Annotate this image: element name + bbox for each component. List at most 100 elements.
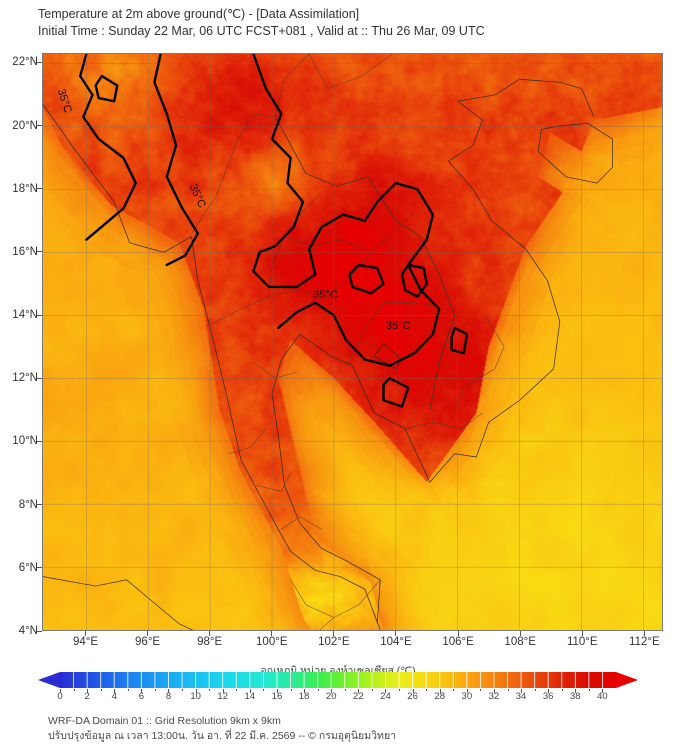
chart-title: Temperature at 2m above ground(℃) - [Dat… [38,7,360,21]
colorbar-under-arrow [38,672,60,688]
graticule-grid [43,54,662,630]
colorbar-minor-tick [480,689,482,691]
colorbar-minor-tick [73,689,75,691]
colorbar-minor-tick [507,689,509,691]
y-axis-tick-label: 8°N [18,498,38,511]
colorbar-minor-tick [399,689,401,691]
colorbar-minor-tick [276,689,278,693]
colorbar-minor-tick [209,689,211,691]
x-axis-tick-label: 98°E [197,636,223,648]
colorbar-tick-label: 2 [84,691,90,702]
colorbar-tick-label: 0 [57,691,63,702]
x-axis-tickmark [333,631,335,636]
colorbar-tick-label: 10 [190,691,201,702]
colorbar-minor-tick [195,689,197,693]
colorbar-minor-tick [548,689,550,693]
x-axis-tick-label: 104°E [380,636,412,648]
colorbar-tick-label: 36 [542,691,554,702]
y-axis-tickmark [37,567,42,569]
colorbar-minor-tick [100,689,102,691]
colorbar-minor-tick [575,689,577,693]
y-axis-tickmark [37,188,42,190]
colorbar-tick-label: 16 [271,691,283,702]
colorbar-minor-tick [521,689,523,693]
colorbar-tick-label: 28 [434,691,445,702]
y-axis-tick-label: 22°N [12,56,38,69]
y-axis-tick-label: 6°N [18,561,38,574]
colorbar-minor-tick [222,689,224,693]
x-axis-tick-label: 110°E [566,636,598,648]
colorbar-minor-tick [290,689,292,691]
colorbar-minor-tick [168,689,170,693]
colorbar-minor-tick [114,689,116,693]
x-axis-tick-label: 102°E [318,636,350,648]
colorbar[interactable] [38,671,638,689]
colorbar-minor-tick [127,689,129,691]
x-axis-tickmark [519,631,521,636]
colorbar-tick-label: 8 [165,691,172,702]
colorbar-gradient [38,672,638,688]
footer-line-credit: ปรับปรุงข้อมูล ณ เวลา 13:00น. วัน อา. ที… [48,730,396,742]
temperature-heatmap-field [43,54,662,630]
y-axis-tickmark [37,504,42,506]
map-plot-area[interactable] [42,53,663,631]
colorbar-minor-tick [371,689,373,691]
y-axis-tick-label: 16°N [12,245,38,258]
colorbar-minor-tick [182,689,184,691]
y-axis-tick-label: 10°N [12,435,38,448]
colorbar-tick-label: 26 [407,691,418,702]
colorbar-minor-tick [141,689,143,693]
colorbar-tick-label: 38 [570,691,581,702]
colorbar-minor-tick [466,689,468,693]
colorbar-minor-tick [534,689,536,691]
x-axis-tickmark [209,631,211,636]
y-axis-tickmark [37,251,42,253]
y-axis-tickmark [37,377,42,379]
colorbar-tick-label: 30 [461,691,473,702]
x-axis-tickmark [147,631,149,636]
colorbar-tick-label: 40 [597,691,608,702]
x-axis-tick-label: 112°E [629,636,660,648]
colorbar-minor-tick [358,689,360,693]
y-axis-tick-label: 14°N [12,309,38,322]
colorbar-tick-label: 18 [298,691,310,702]
x-axis-tickmark [457,631,459,636]
colorbar-minor-tick [154,689,156,691]
y-axis-tick-label: 12°N [12,372,38,385]
x-axis-tick-label: 108°E [504,636,536,648]
title-block: Temperature at 2m above ground(℃) - [Dat… [38,6,638,40]
y-axis-tick-label: 20°N [12,119,38,132]
footer-block: WRF-DA Domain 01 :: Grid Resolution 9km … [48,714,648,744]
colorbar-minor-tick [263,689,265,691]
colorbar-minor-tick [385,689,387,693]
colorbar-tick-label: 24 [380,691,391,702]
colorbar-tick-label: 22 [353,691,364,702]
colorbar-minor-tick [412,689,414,693]
colorbar-minor-tick [453,689,455,691]
colorbar-tick-label: 4 [111,691,117,702]
colorbar-tick-label: 32 [488,691,500,702]
x-axis-tick-label: 94°E [72,636,98,648]
x-axis-tick-label: 96°E [135,636,161,648]
colorbar-minor-tick [344,689,346,691]
x-axis-tickmark [271,631,273,636]
x-axis-tickmark [581,631,583,636]
colorbar-tick-label: 12 [217,691,229,702]
colorbar-minor-tick [236,689,238,691]
colorbar-minor-tick [493,689,495,693]
y-axis-tickmark [37,125,42,127]
x-axis-tickmark [84,631,86,636]
colorbar-minor-tick [426,689,428,691]
y-axis-tick-label: 4°N [18,625,38,637]
y-axis-tickmark [37,61,42,63]
colorbar-minor-tick [249,689,251,693]
contour-label-35c: 35°C [313,289,338,301]
colorbar-minor-tick [304,689,306,693]
colorbar-minor-tick [87,689,89,693]
colorbar-over-arrow [616,672,638,688]
colorbar-tick-label: 34 [515,691,527,702]
colorbar-tick-label: 14 [244,691,256,702]
contour-label-35c: 35°C [386,320,411,332]
x-axis-tick-label: 106°E [442,636,474,648]
colorbar-minor-tick [331,689,333,693]
